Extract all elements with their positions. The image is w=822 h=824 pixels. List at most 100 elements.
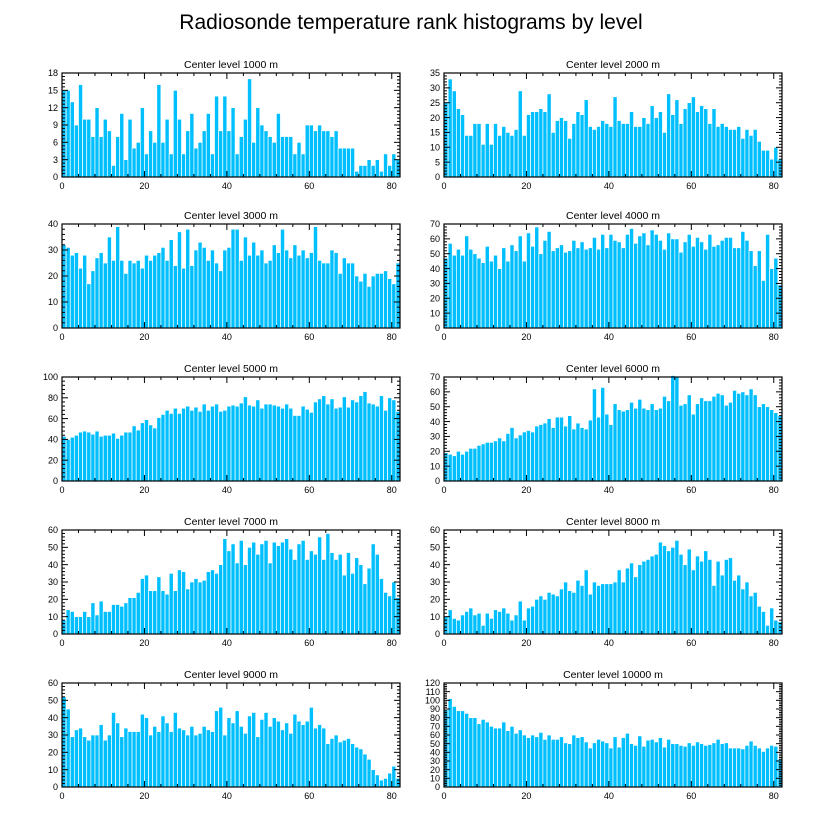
y-tick-label: 100 bbox=[425, 696, 440, 706]
histogram-bar bbox=[181, 729, 187, 788]
histogram-bar bbox=[456, 710, 461, 788]
histogram-bar bbox=[447, 698, 453, 788]
histogram-bar bbox=[542, 239, 548, 329]
histogram-bar bbox=[341, 147, 347, 178]
histogram-bar bbox=[238, 260, 244, 329]
histogram-bar bbox=[271, 404, 277, 482]
panel-title: Center level 4000 m bbox=[566, 210, 660, 222]
histogram-bar bbox=[379, 779, 384, 788]
histogram-bar bbox=[521, 431, 527, 482]
histogram-bar bbox=[761, 751, 766, 788]
histogram-bar bbox=[703, 400, 709, 482]
histogram-bar bbox=[732, 247, 738, 329]
y-tick-label: 9 bbox=[53, 120, 58, 130]
y-tick-label: 30 bbox=[430, 279, 440, 289]
histogram-bar bbox=[678, 553, 684, 635]
histogram-bar bbox=[719, 743, 725, 788]
x-tick-label: 20 bbox=[139, 485, 149, 495]
y-tick-label: 120 bbox=[425, 678, 440, 688]
histogram-bar bbox=[765, 624, 770, 635]
histogram-bar bbox=[329, 552, 335, 635]
histogram-bar bbox=[391, 283, 397, 329]
histogram-bar bbox=[756, 140, 762, 178]
histogram-bar bbox=[346, 738, 351, 788]
histogram-bar bbox=[350, 743, 356, 788]
y-tick-label: 40 bbox=[430, 560, 440, 570]
histogram-bar bbox=[148, 260, 154, 329]
y-tick-label: 10 bbox=[430, 461, 440, 471]
histogram-bar bbox=[177, 727, 182, 788]
histogram-bar bbox=[387, 165, 393, 178]
histogram-bar bbox=[484, 442, 490, 482]
histogram-bar bbox=[288, 548, 294, 635]
histogram-bar bbox=[559, 588, 564, 635]
histogram-bar bbox=[86, 283, 92, 329]
histogram-bar bbox=[82, 118, 88, 178]
histogram-bar bbox=[579, 114, 585, 178]
histogram-bar bbox=[616, 409, 622, 482]
histogram-bar bbox=[358, 280, 364, 329]
histogram-bar bbox=[177, 413, 182, 482]
histogram-bar bbox=[744, 394, 750, 482]
histogram-bar bbox=[362, 583, 368, 635]
histogram-bar bbox=[168, 731, 174, 788]
histogram-bar bbox=[379, 578, 384, 635]
histogram-bar bbox=[119, 605, 125, 635]
histogram-bar bbox=[744, 581, 750, 635]
histogram-bar bbox=[300, 540, 306, 635]
histogram-bar bbox=[296, 254, 302, 329]
histogram-bar bbox=[325, 403, 331, 482]
histogram-bar bbox=[317, 398, 323, 482]
histogram-bar bbox=[761, 280, 766, 329]
histogram-bar bbox=[715, 392, 721, 482]
x-tick-label: 40 bbox=[604, 638, 614, 648]
histogram-bar bbox=[284, 249, 290, 329]
histogram-bar bbox=[550, 738, 556, 788]
histogram-bar bbox=[493, 609, 498, 635]
histogram-bar bbox=[670, 546, 676, 635]
histogram-bar bbox=[464, 235, 470, 329]
histogram-bar bbox=[243, 564, 248, 635]
histogram-bar bbox=[205, 729, 211, 788]
panel-title: Center level 10000 m bbox=[563, 669, 663, 681]
histogram-bar bbox=[521, 135, 527, 178]
panels-container: Center level 1000 m0 20 40 60 800369121518Ce… bbox=[43, 59, 783, 801]
histogram-bar bbox=[152, 141, 158, 178]
histogram-bar bbox=[583, 741, 589, 788]
histogram-bar bbox=[337, 406, 343, 482]
histogram-bar bbox=[587, 126, 593, 178]
histogram-bar bbox=[666, 738, 672, 788]
histogram-bar bbox=[641, 117, 647, 178]
histogram-bar bbox=[98, 136, 104, 178]
histogram-bar bbox=[711, 245, 717, 329]
histogram-bar bbox=[210, 569, 215, 635]
histogram-bar bbox=[387, 772, 393, 788]
histogram-bar bbox=[275, 720, 281, 788]
y-tick-label: 60 bbox=[48, 525, 58, 535]
histogram-bar bbox=[82, 611, 88, 635]
histogram-bar bbox=[542, 738, 548, 788]
x-tick-label: 60 bbox=[304, 181, 314, 191]
histogram-bar bbox=[695, 111, 700, 178]
histogram-bar bbox=[346, 406, 351, 482]
histogram-bar bbox=[756, 747, 762, 788]
histogram-bar bbox=[662, 132, 667, 178]
histogram-bar bbox=[744, 129, 750, 178]
panel-title: Center level 6000 m bbox=[566, 363, 660, 375]
histogram-bar bbox=[550, 132, 556, 178]
histogram-bar bbox=[152, 254, 158, 329]
histogram-bar bbox=[505, 260, 511, 329]
histogram-bar bbox=[106, 434, 112, 482]
histogram-bar bbox=[102, 611, 108, 635]
histogram-bar bbox=[214, 95, 219, 178]
histogram-bar bbox=[197, 141, 203, 178]
y-tick-label: 20 bbox=[430, 293, 440, 303]
histogram-bar bbox=[521, 260, 527, 329]
histogram-bar bbox=[370, 403, 376, 482]
histogram-bar bbox=[65, 609, 71, 635]
histogram-bar bbox=[744, 745, 750, 788]
histogram-bar bbox=[284, 538, 290, 635]
histogram-bar bbox=[567, 415, 573, 482]
histogram-bar bbox=[666, 550, 672, 635]
y-tick-label: 50 bbox=[48, 543, 58, 553]
